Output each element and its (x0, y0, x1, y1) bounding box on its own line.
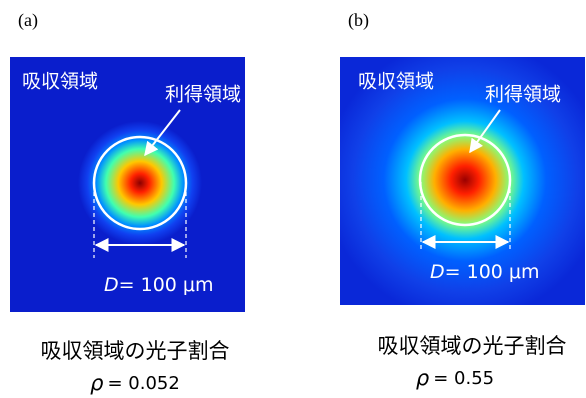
caption: 吸収領域の光子割合 (378, 334, 567, 358)
absorption-label: 吸収領域 (22, 71, 98, 93)
rho-label: ρ = 0.55 (416, 366, 494, 390)
panel-label: (b) (348, 10, 369, 31)
gain-label: 利得領域 (165, 84, 241, 106)
gain-label: 利得領域 (485, 84, 561, 106)
rho-symbol: ρ (416, 366, 430, 390)
panel-label: (a) (18, 10, 38, 31)
heatmap (10, 57, 245, 312)
diameter-label: D= 100 μm (104, 274, 214, 296)
rho-symbol: ρ (90, 371, 104, 395)
diameter-value: = 100 μm (445, 261, 540, 283)
caption: 吸収領域の光子割合 (41, 339, 230, 363)
absorption-label: 吸収領域 (358, 71, 434, 93)
panel-a: (a) 吸収領域 利得領域 D= 100 μm 吸収領域の光子割合 ρ = 0.0… (10, 10, 245, 395)
pointer-arrow (144, 109, 181, 157)
rho-value: = 0.55 (433, 368, 494, 389)
rho-value: = 0.052 (108, 373, 180, 394)
heatmap (340, 57, 585, 305)
rho-label: ρ = 0.052 (90, 371, 180, 395)
gain-circle (418, 133, 512, 227)
diameter-label: D= 100 μm (430, 261, 540, 283)
diameter-value: = 100 μm (119, 274, 214, 296)
diameter-symbol: D (430, 261, 445, 283)
gain-circle (92, 135, 188, 231)
diameter-symbol: D (104, 274, 119, 296)
panel-b: (b) 吸収領域 利得領域 D= 100 μm 吸収領域の光子割合 ρ = 0.5… (340, 10, 585, 390)
pointer-arrow (469, 109, 501, 154)
